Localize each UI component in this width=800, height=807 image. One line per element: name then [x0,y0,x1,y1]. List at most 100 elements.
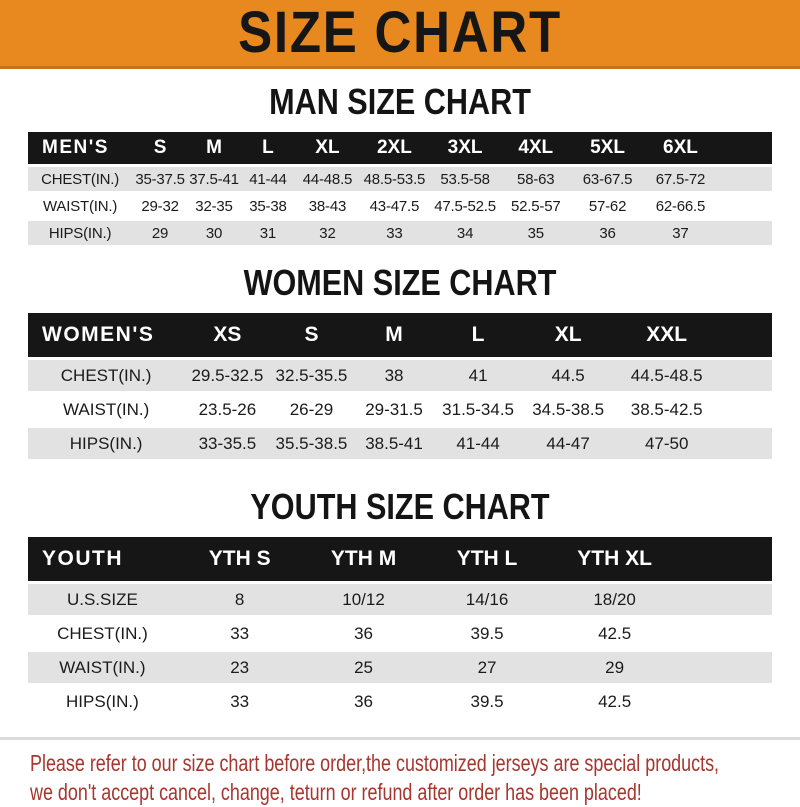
size-value-cell: 32.5-35.5 [270,360,353,391]
size-value-cell: 29-31.5 [365,399,423,419]
size-value-cell: 29.5-32.5 [184,360,271,391]
size-value-cell: 32 [295,221,360,245]
table-row: CHEST(IN.) 35-37.5 37.5-41 41-44 44-48.5 48.5… [28,167,772,191]
size-value-cell: 34 [429,221,501,245]
title-banner: SIZE CHART [0,0,800,69]
filler-cell [716,221,772,245]
column-header: S [270,313,353,357]
size-value-cell: 29 [549,652,680,683]
size-value-cell: 8 [176,584,303,615]
disclaimer-line-2: we don't accept cancel, change, teturn o… [30,779,642,805]
corner-label: YOUTH [28,537,177,581]
size-value-cell: 26-29 [289,399,334,419]
women-section-heading: WOMEN SIZE CHART [243,262,557,303]
size-value-cell: 36 [571,221,644,245]
women-size-table: WOMEN'S XS S M L XL XXL CHEST(IN.) 29.5-32.5 32.5… [28,310,772,462]
corner-label: WOMEN'S [28,313,185,357]
corner-label: MEN'S [28,132,133,164]
size-value-cell: 33 [359,221,430,245]
row-label: CHEST(IN.) [28,167,133,191]
size-value-cell: 53.5-58 [429,167,501,191]
size-value-cell: 33 [230,691,250,711]
table-row: HIPS(IN.) 29 30 31 32 33 34 35 36 37 [28,221,772,245]
filler-cell [679,584,772,615]
youth-section-heading: YOUTH SIZE CHART [250,486,550,527]
size-value-cell: 38-43 [308,197,347,215]
size-value-cell: 41-44 [435,428,521,459]
size-value-cell: 25 [302,652,425,683]
youth-size-table: YOUTH YTH S YTH M YTH L YTH XL U.S.SIZE 8 10/12… [28,534,772,720]
column-header: 3XL [429,132,501,164]
column-header: XS [184,313,271,357]
row-label: U.S.SIZE [28,584,177,615]
column-header: S [132,132,188,164]
column-header: XXL [615,313,718,357]
size-value-cell: 43-47.5 [369,197,420,215]
table-row: HIPS(IN.) 33 36 39.5 42.5 [28,686,772,717]
men-size-table: MEN'S S M L XL 2XL 3XL 4XL 5XL 6XL CHEST(IN.) 35-37… [28,129,772,248]
filler-cell [717,428,772,459]
filler-cell [716,132,772,164]
table-row: WAIST(IN.) 23.5-26 26-29 29-31.5 31.5-34.5 34… [28,394,772,425]
table-row: CHEST(IN.) 33 36 39.5 42.5 [28,618,772,649]
size-value-cell: 31 [240,221,296,245]
column-header: YTH XL [549,537,680,581]
column-header: 2XL [359,132,430,164]
size-value-cell: 29-32 [141,197,179,215]
size-value-cell: 35-38 [249,197,287,215]
man-section-heading: MAN SIZE CHART [269,81,531,122]
women-table-wrap: WOMEN'S XS S M L XL XXL CHEST(IN.) 29.5-32.5 32.5… [0,310,800,462]
filler-cell [718,394,772,425]
size-value-cell: 42.5 [598,623,632,643]
table-row: WAIST(IN.) 29-32 32-35 35-38 38-43 43-47.5 47.… [28,194,772,218]
column-header: 5XL [571,132,644,164]
filler-cell [680,618,772,649]
size-value-cell: 39.5 [470,623,504,643]
table-row: HIPS(IN.) 33-35.5 35.5-38.5 38.5-41 41-44 44-… [28,428,772,459]
table-header-row: WOMEN'S XS S M L XL XXL [28,313,772,357]
disclaimer-note: Please refer to our size chart before or… [0,737,800,807]
size-value-cell: 44.5 [520,360,616,391]
size-value-cell: 35.5-38.5 [270,428,353,459]
size-value-cell: 38.5-41 [352,428,436,459]
size-value-cell: 37 [643,221,717,245]
size-value-cell: 27 [424,652,550,683]
size-value-cell: 57-62 [588,197,627,215]
filler-cell [717,313,772,357]
filler-cell [717,194,772,218]
table-row: U.S.SIZE 8 10/12 14/16 18/20 [28,584,772,615]
column-header: XL [520,313,616,357]
size-value-cell: 34.5-38.5 [532,399,605,419]
size-value-cell: 35-37.5 [132,167,188,191]
youth-table-wrap: YOUTH YTH S YTH M YTH L YTH XL U.S.SIZE 8 10/12… [0,534,800,720]
row-label: CHEST(IN.) [57,623,148,643]
column-header: 4XL [500,132,572,164]
size-value-cell: 38.5-42.5 [630,399,703,419]
column-header: YTH S [176,537,303,581]
size-value-cell: 33 [230,623,250,643]
row-label: HIPS(IN.) [28,221,133,245]
table-row: WAIST(IN.) 23 25 27 29 [28,652,772,683]
size-value-cell: 63-67.5 [571,167,644,191]
size-value-cell: 33-35.5 [184,428,271,459]
size-value-cell: 38 [352,360,436,391]
size-value-cell: 44-48.5 [295,167,360,191]
size-value-cell: 42.5 [598,691,632,711]
size-value-cell: 23 [176,652,303,683]
row-label: HIPS(IN.) [66,691,139,711]
column-header: 6XL [643,132,717,164]
filler-cell [716,167,772,191]
column-header: L [435,313,521,357]
size-value-cell: 30 [187,221,241,245]
table-row: CHEST(IN.) 29.5-32.5 32.5-35.5 38 41 44.5 44.5… [28,360,772,391]
filler-cell [717,360,772,391]
size-value-cell: 31.5-34.5 [442,399,515,419]
size-value-cell: 10/12 [302,584,425,615]
size-value-cell: 36 [354,691,373,711]
row-label: WAIST(IN.) [28,652,177,683]
size-value-cell: 23.5-26 [198,399,257,419]
size-value-cell: 41 [435,360,521,391]
size-value-cell: 14/16 [424,584,550,615]
size-value-cell: 48.5-53.5 [359,167,430,191]
size-value-cell: 39.5 [470,691,504,711]
